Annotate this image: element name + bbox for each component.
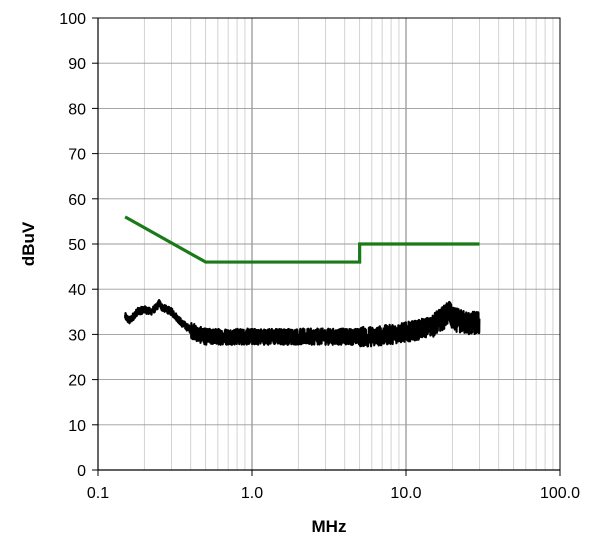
y-tick-label: 10 — [68, 418, 86, 435]
series-layer — [124, 215, 481, 348]
y-axis-title: dBuV — [19, 221, 38, 266]
x-tick-label: 100.0 — [540, 485, 580, 502]
y-tick-label: 90 — [68, 56, 86, 73]
y-tick-label: 0 — [77, 463, 86, 480]
measured-emission-trace — [124, 299, 481, 348]
y-tick-label: 80 — [68, 101, 86, 118]
x-tick-label: 0.1 — [87, 485, 109, 502]
y-tick-labels: 0 10 20 30 40 50 60 70 80 90 100 — [59, 11, 86, 480]
y-tick-label: 60 — [68, 192, 86, 209]
x-tick-label: 10.0 — [390, 485, 421, 502]
x-tick-label: 1.0 — [241, 485, 263, 502]
y-tick-label: 30 — [68, 327, 86, 344]
y-tick-label: 40 — [68, 282, 86, 299]
y-tick-label: 50 — [68, 237, 86, 254]
x-axis-title: MHz — [312, 517, 347, 536]
y-tick-label: 70 — [68, 147, 86, 164]
axes — [92, 17, 561, 476]
y-tick-label: 20 — [68, 373, 86, 390]
y-tick-label: 100 — [59, 11, 86, 28]
limit-line — [124, 215, 480, 264]
x-tick-labels: 0.1 1.0 10.0 100.0 — [87, 485, 580, 502]
